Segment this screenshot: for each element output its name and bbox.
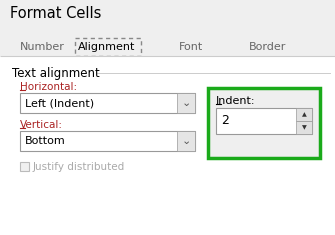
Text: Font: Font: [179, 42, 203, 52]
Text: ▲: ▲: [302, 112, 307, 117]
Text: Number: Number: [19, 42, 64, 52]
Text: Alignment: Alignment: [78, 42, 136, 52]
Text: Vertical:: Vertical:: [20, 120, 63, 130]
Bar: [0, 56, 335, 235]
Bar: [20, 93, 195, 113]
Text: Horizontal:: Horizontal:: [20, 82, 77, 92]
Text: ⌄: ⌄: [181, 98, 191, 108]
Text: Format Cells: Format Cells: [10, 7, 102, 21]
Text: ⌄: ⌄: [181, 136, 191, 146]
Text: Indent:: Indent:: [216, 96, 256, 106]
Bar: [296, 108, 312, 121]
Bar: [177, 131, 195, 151]
Bar: [296, 121, 312, 134]
Text: ▼: ▼: [302, 125, 307, 130]
Bar: [216, 108, 312, 134]
Text: Justify distributed: Justify distributed: [33, 162, 125, 172]
Text: 2: 2: [221, 114, 229, 128]
Bar: [20, 162, 29, 171]
Bar: [177, 93, 195, 113]
Text: Text alignment: Text alignment: [12, 67, 100, 80]
Bar: [20, 131, 195, 151]
Text: Left (Indent): Left (Indent): [25, 98, 94, 108]
Bar: [75, 38, 141, 56]
Bar: [208, 88, 320, 158]
Text: Border: Border: [249, 42, 287, 52]
Text: Bottom: Bottom: [25, 136, 66, 146]
